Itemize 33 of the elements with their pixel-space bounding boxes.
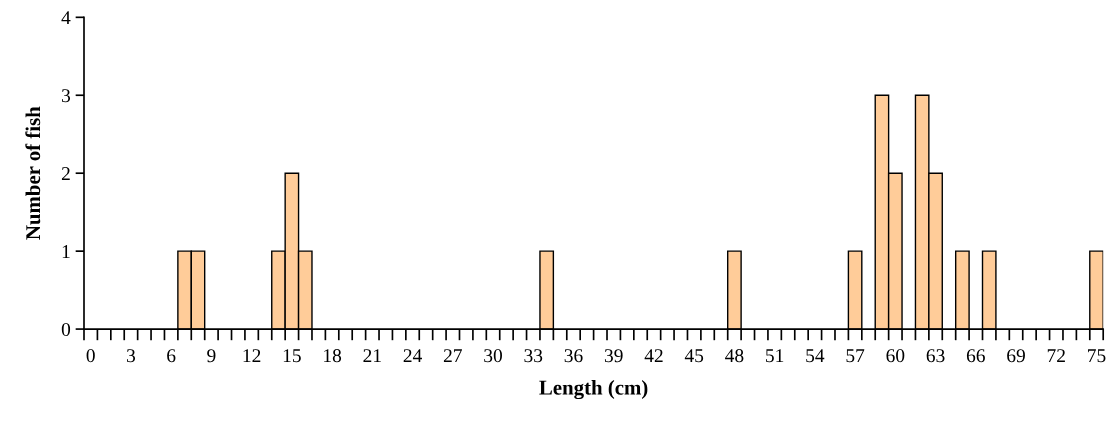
x-tick-label: 12 <box>243 349 261 363</box>
x-tick-label: 0 <box>86 349 95 363</box>
x-tick-label: 42 <box>644 349 663 363</box>
x-tick-label: 75 <box>1088 349 1106 363</box>
y-tick-label: 4 <box>61 11 71 25</box>
x-tick-label: 30 <box>484 349 502 363</box>
x-tick-label: 57 <box>846 349 865 363</box>
x-tick-label: 18 <box>324 349 342 363</box>
x-tick-label: 9 <box>207 349 216 363</box>
y-tick-label: 0 <box>61 322 71 337</box>
y-tick-label: 1 <box>62 245 70 258</box>
x-tick-label: 72 <box>1047 349 1065 363</box>
x-tick-label: 15 <box>283 349 301 363</box>
x-tick-label: 48 <box>725 349 744 363</box>
x-tick-label: 24 <box>403 349 422 363</box>
x-tick-label: 54 <box>806 349 825 363</box>
x-tick-label: 66 <box>966 349 985 363</box>
x-tick-label: 69 <box>1007 349 1025 363</box>
x-tick-label: 51 <box>766 349 784 363</box>
y-axis-title: Number of fish <box>25 106 41 240</box>
x-tick-label: 3 <box>127 349 136 363</box>
x-tick-label: 6 <box>167 349 176 363</box>
x-tick-label: 33 <box>524 349 543 363</box>
y-tick-label: 2 <box>61 167 70 180</box>
x-tick-label: 27 <box>443 349 462 363</box>
x-tick-label: 39 <box>604 349 623 363</box>
x-tick-label: 63 <box>926 349 945 363</box>
y-tick-label: 3 <box>62 89 71 103</box>
x-tick-label: 45 <box>684 349 704 363</box>
x-tick-label: 21 <box>363 349 381 363</box>
x-tick-label: 60 <box>886 349 905 363</box>
x-axis-title: Length (cm) <box>539 380 648 400</box>
x-tick-label: 36 <box>564 349 583 363</box>
